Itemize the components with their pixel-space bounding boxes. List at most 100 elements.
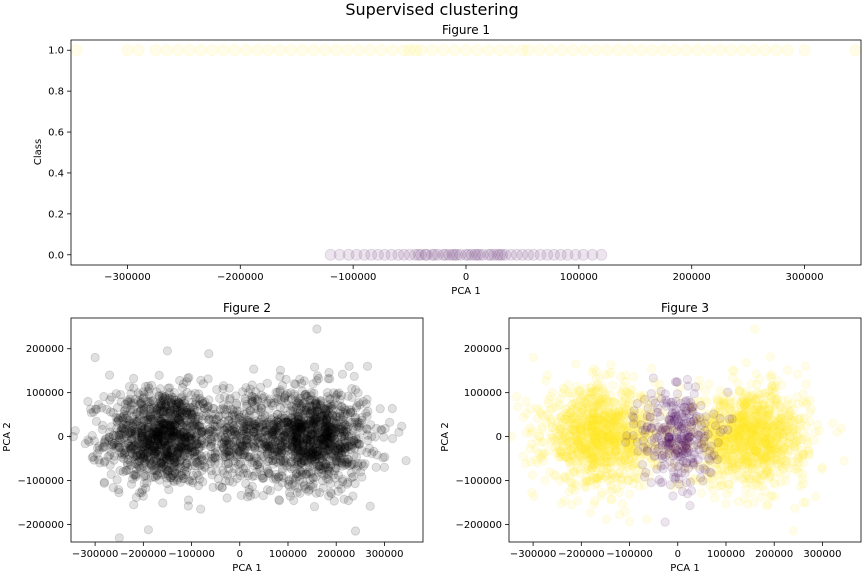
figure-3-point-series-1 [751,369,761,379]
figure-3-point-series-1 [597,381,607,391]
figure-2-point-series-1 [205,424,215,434]
figure-3-point-series-1 [540,475,550,485]
figure-2-point-series-1 [244,410,254,421]
figure-1-point-series-1 [412,248,425,261]
figure-3-point-series-1 [766,373,777,383]
figure-2-point-series-1 [206,466,216,476]
figure-1-x-tick-label: 300000 [785,272,823,283]
figure-3-point-series-1 [602,435,612,446]
figure-2-point-series-1 [154,391,164,401]
figure-2-point-series-1 [156,451,166,461]
figure-2-point-series-1 [343,454,353,464]
figure-2-point-series-1 [153,434,163,444]
figure-2-point-series-1 [182,440,192,450]
figure-3-point-series-1 [562,452,572,462]
figure-2-point-series-1 [115,442,125,452]
figure-1-point-series-1 [460,248,472,261]
figure-2-point-series-1 [143,422,153,432]
figure-1-point-series-1 [569,248,582,261]
figure-3-point-series-1 [721,499,731,509]
figure-3-point-series-1 [776,477,786,487]
figure-2-point-series-1 [203,428,213,438]
figure-1-x-tick-label: 0 [463,272,469,283]
figure-1-point-series-2 [352,44,365,57]
figure-2-point-series-1 [156,422,166,433]
figure-1-point-series-2 [460,44,472,57]
figure-1-point-series-1 [419,248,432,261]
figure-2-point-series-1 [253,442,263,452]
figure-2-point-series-1 [117,435,127,445]
figure-2-point-series-1 [161,414,171,424]
figure-2-point-series-1 [139,478,149,488]
figure-2-point-series-1 [380,452,390,462]
figure-2-point-series-1 [160,420,170,430]
figure-2-point-series-1 [281,423,291,433]
figure-2-point-series-1 [173,397,183,408]
figure-1-y-tick-label: 0.0 [48,250,64,261]
figure-2-point-series-1 [123,439,133,449]
figure-2-point-series-1 [121,447,131,457]
figure-2-point-series-1 [172,433,183,443]
figure-2-point-series-1 [181,425,191,435]
figure-2-point-series-1 [171,413,181,424]
figure-1-point-series-1 [365,248,378,261]
figure-1-point-series-2 [505,44,518,57]
figure-2-point-series-1 [102,404,112,414]
figure-1-point-series-1 [491,248,504,261]
figure-3-point-series-1 [603,396,613,406]
figure-2-point-series-1 [165,448,175,458]
figure-2-point-series-1 [200,462,210,473]
figure-2-point-series-1 [152,387,162,397]
figure-2-point-series-1 [224,436,234,446]
figure-1-point-series-2 [714,44,726,57]
figure-2-point-series-1 [147,441,157,451]
figure-1-point-series-1 [333,248,346,261]
figure-3-point-series-1 [567,478,577,488]
figure-1-point-series-2 [471,44,484,57]
figure-2-point-series-1 [249,460,259,471]
figure-2-point-series-1 [139,469,149,479]
figure-3-point-series-1 [619,469,629,479]
figure-2-point-series-1 [133,461,143,471]
figure-2-point-series-1 [311,488,321,498]
figure-2-point-series-1 [132,464,142,474]
figure-3-point-series-1 [511,391,522,402]
figure-2-point-series-1 [255,382,266,392]
figure-2-point-series-1 [225,439,235,450]
figure-2-point-series-1 [274,495,284,505]
figure-2-point-series-1 [181,441,191,451]
figure-1-point-series-2 [448,44,461,57]
figure-2-point-series-1 [174,415,185,425]
figure-1-point-series-2 [341,44,354,57]
figure-2-point-series-1 [160,391,170,401]
figure-2-point-series-1 [337,402,347,412]
figure-2-point-series-1 [201,430,211,440]
figure-3-point-series-1 [513,401,523,412]
figure-2-point-series-1 [106,447,116,457]
figure-2-point-series-1 [146,420,156,430]
figure-2-point-series-1 [320,462,330,473]
figure-2-point-series-1 [350,478,360,489]
figure-2-point-series-1 [132,416,142,427]
figure-3-point-series-1 [614,487,625,497]
figure-2-point-series-1 [170,453,180,463]
figure-2-point-series-1 [250,395,260,405]
figure-2-point-series-1 [162,346,172,356]
figure-2-point-series-1 [153,409,163,419]
figure-2-point-series-1 [118,467,128,477]
figure-2-point-series-1 [322,387,332,398]
figure-2-point-series-1 [178,421,188,431]
figure-2-point-series-1 [90,352,100,363]
figure-3-point-series-1 [525,444,535,454]
figure-2-point-series-1 [210,457,220,468]
figure-2-point-series-1 [154,434,164,445]
figure-3-point-series-1 [642,514,652,524]
figure-3-point-series-1 [607,494,617,504]
figure-2-point-series-1 [180,461,190,471]
figure-2-point-series-1 [124,465,134,475]
figure-2-point-series-1 [292,487,302,497]
figure-1-point-series-2 [849,44,862,57]
figure-2-point-series-1 [120,399,130,409]
figure-2-point-series-1 [208,453,218,464]
figure-2-point-series-1 [365,501,375,511]
